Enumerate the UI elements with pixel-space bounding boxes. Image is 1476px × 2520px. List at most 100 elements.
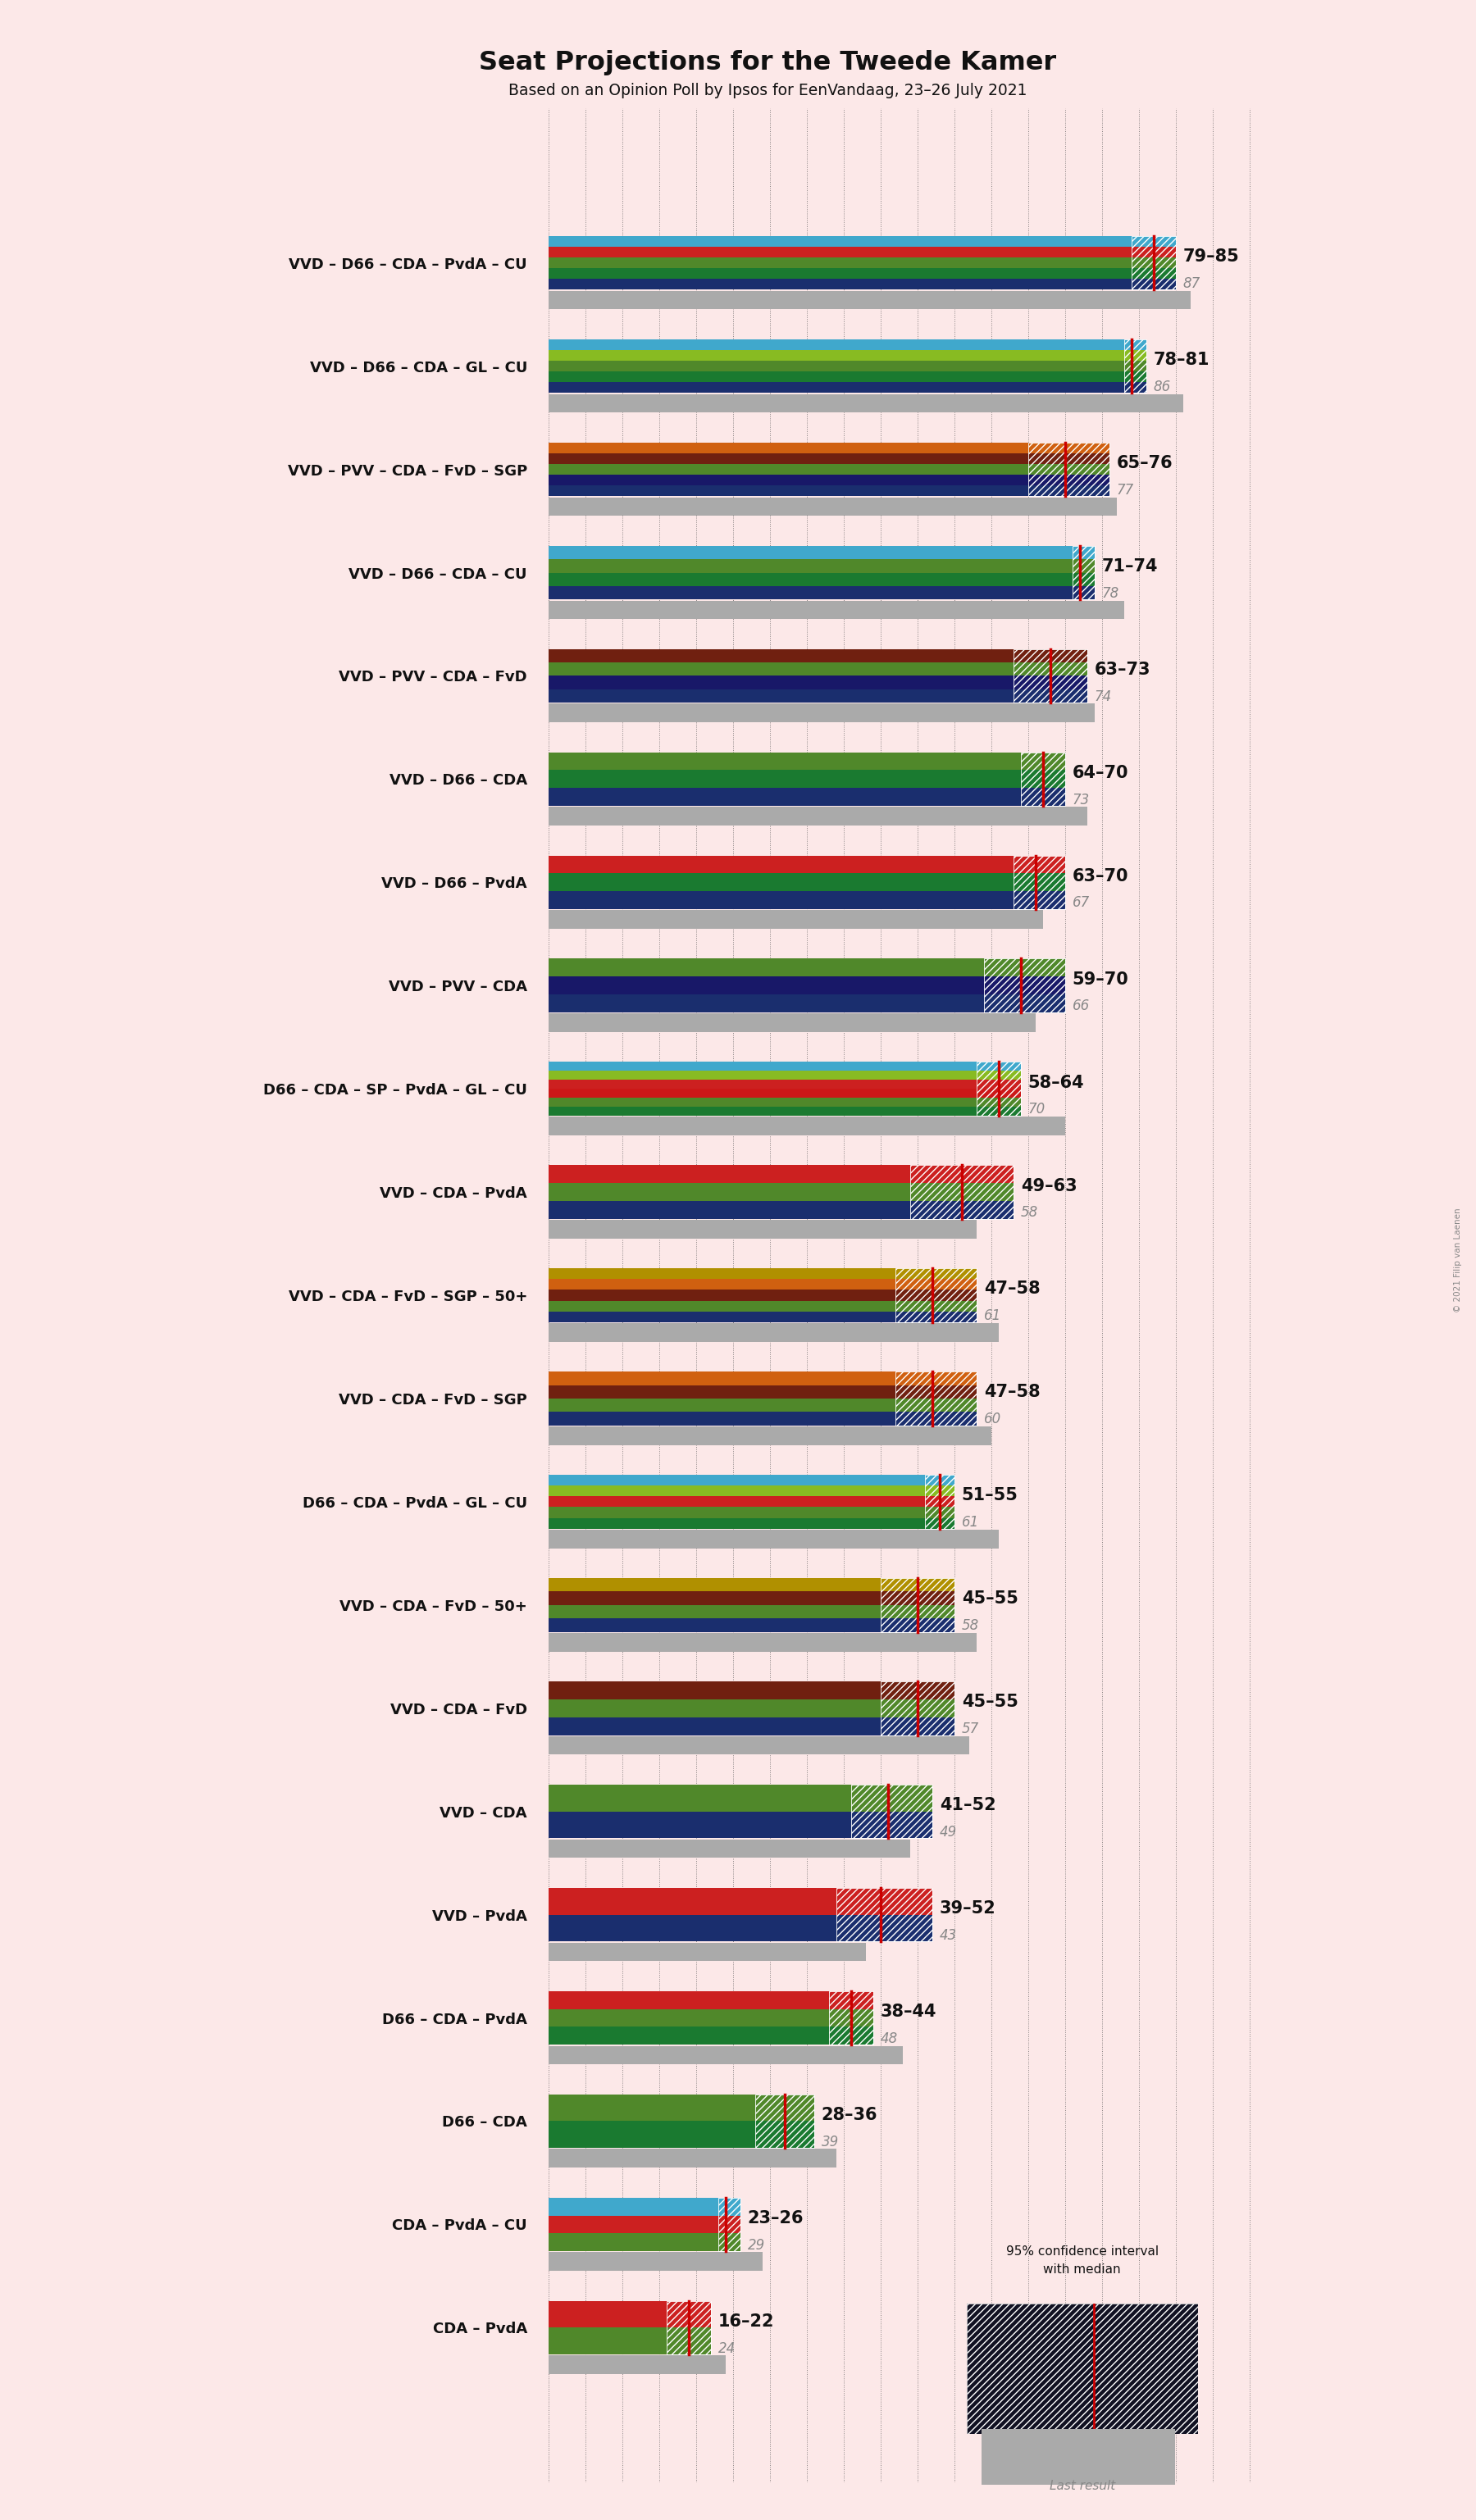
Bar (548, 1099, 1021, 1106)
Bar (548, 290, 1191, 310)
Text: 78: 78 (1103, 585, 1119, 600)
Bar (717, 2197, 739, 2250)
Bar (1029, 444, 1110, 496)
Bar (548, 1681, 955, 1698)
Text: 63–70: 63–70 (1073, 867, 1129, 885)
Bar (548, 1784, 933, 1812)
Text: Last result: Last result (1049, 2480, 1114, 2492)
Bar (754, 2094, 813, 2147)
Text: 58: 58 (1021, 1205, 1038, 1220)
Bar (1125, 340, 1147, 393)
Text: 39: 39 (821, 2134, 838, 2150)
Text: 28–36: 28–36 (821, 2107, 878, 2124)
Bar (548, 995, 1066, 1013)
Bar (548, 1578, 955, 1593)
Bar (548, 360, 1147, 370)
Bar (1073, 547, 1095, 600)
Bar (548, 2122, 813, 2147)
Text: 58: 58 (962, 1618, 979, 1633)
Bar (984, 958, 1066, 1013)
Bar (548, 2215, 739, 2233)
Text: 23–26: 23–26 (747, 2210, 804, 2225)
Text: 45–55: 45–55 (962, 1590, 1018, 1608)
Text: 64–70: 64–70 (1073, 764, 1129, 781)
Text: 74: 74 (1095, 688, 1111, 703)
Bar (548, 464, 1110, 474)
Bar (548, 1089, 1021, 1099)
Text: 49: 49 (940, 1824, 956, 1840)
Bar (548, 1106, 1021, 1116)
Bar (548, 572, 1095, 587)
Bar (548, 454, 1110, 464)
Bar (548, 1220, 977, 1237)
Bar (925, 1474, 955, 1530)
Text: 38–44: 38–44 (881, 2003, 937, 2021)
Bar (548, 1487, 955, 1497)
Bar (548, 2301, 710, 2328)
Bar (548, 663, 1088, 675)
Text: 45–55: 45–55 (962, 1693, 1018, 1711)
Bar (548, 1887, 933, 1915)
Bar (548, 771, 1066, 789)
Bar (548, 257, 1176, 267)
Bar (548, 1633, 977, 1651)
Bar (1021, 753, 1066, 806)
Bar (548, 753, 1066, 771)
Bar (548, 1530, 999, 1547)
Bar (548, 474, 1110, 486)
Bar (548, 280, 1176, 290)
Bar (548, 350, 1147, 360)
Bar (548, 892, 1066, 910)
Text: Seat Projections for the Tweede Kamer: Seat Projections for the Tweede Kamer (478, 50, 1057, 76)
Bar (548, 1399, 977, 1411)
Bar (548, 1507, 955, 1517)
Bar (548, 1268, 977, 1280)
Text: 60: 60 (984, 1411, 1001, 1426)
Text: © 2021 Filip van Laenen: © 2021 Filip van Laenen (1454, 1207, 1463, 1313)
Bar (548, 1013, 1036, 1033)
Text: 79–85: 79–85 (1184, 249, 1240, 265)
Text: 77: 77 (1117, 484, 1134, 496)
Bar (548, 496, 1117, 517)
Bar (548, 2026, 874, 2044)
Bar (977, 1061, 1021, 1116)
Bar (548, 1300, 977, 1310)
Bar (548, 1164, 1014, 1182)
Text: 95% confidence interval
with median: 95% confidence interval with median (1005, 2245, 1159, 2276)
Bar (911, 1164, 1014, 1220)
Bar (548, 2356, 725, 2374)
Bar (548, 547, 1095, 559)
Text: 86: 86 (1154, 381, 1170, 393)
Text: 47–58: 47–58 (984, 1383, 1041, 1401)
Text: 39–52: 39–52 (940, 1900, 996, 1918)
Text: 61: 61 (984, 1308, 1001, 1323)
Text: 58–64: 58–64 (1029, 1074, 1085, 1091)
Bar (548, 370, 1147, 383)
Bar (548, 2328, 710, 2354)
Bar (548, 1812, 933, 1837)
Bar (548, 2233, 739, 2250)
Bar (548, 600, 1125, 620)
Bar (548, 1840, 911, 1857)
Bar (881, 1681, 955, 1736)
Bar (548, 1386, 977, 1399)
Bar (548, 1280, 977, 1290)
Bar (548, 1323, 999, 1341)
Bar (548, 1061, 1021, 1071)
Bar (548, 1474, 955, 1487)
Bar (548, 2046, 903, 2064)
Text: 78–81: 78–81 (1154, 353, 1210, 368)
Bar (852, 1784, 933, 1837)
Text: 43: 43 (940, 1928, 956, 1943)
Bar (548, 1202, 1014, 1220)
Bar (548, 1310, 977, 1323)
Bar (548, 1517, 955, 1530)
Bar (548, 789, 1066, 806)
Bar (837, 1887, 933, 1940)
Text: 24: 24 (717, 2341, 735, 2356)
Bar (548, 2253, 762, 2271)
Bar (548, 444, 1110, 454)
Text: 67: 67 (1073, 895, 1089, 910)
Bar (548, 2197, 739, 2215)
Text: 59–70: 59–70 (1073, 970, 1129, 988)
